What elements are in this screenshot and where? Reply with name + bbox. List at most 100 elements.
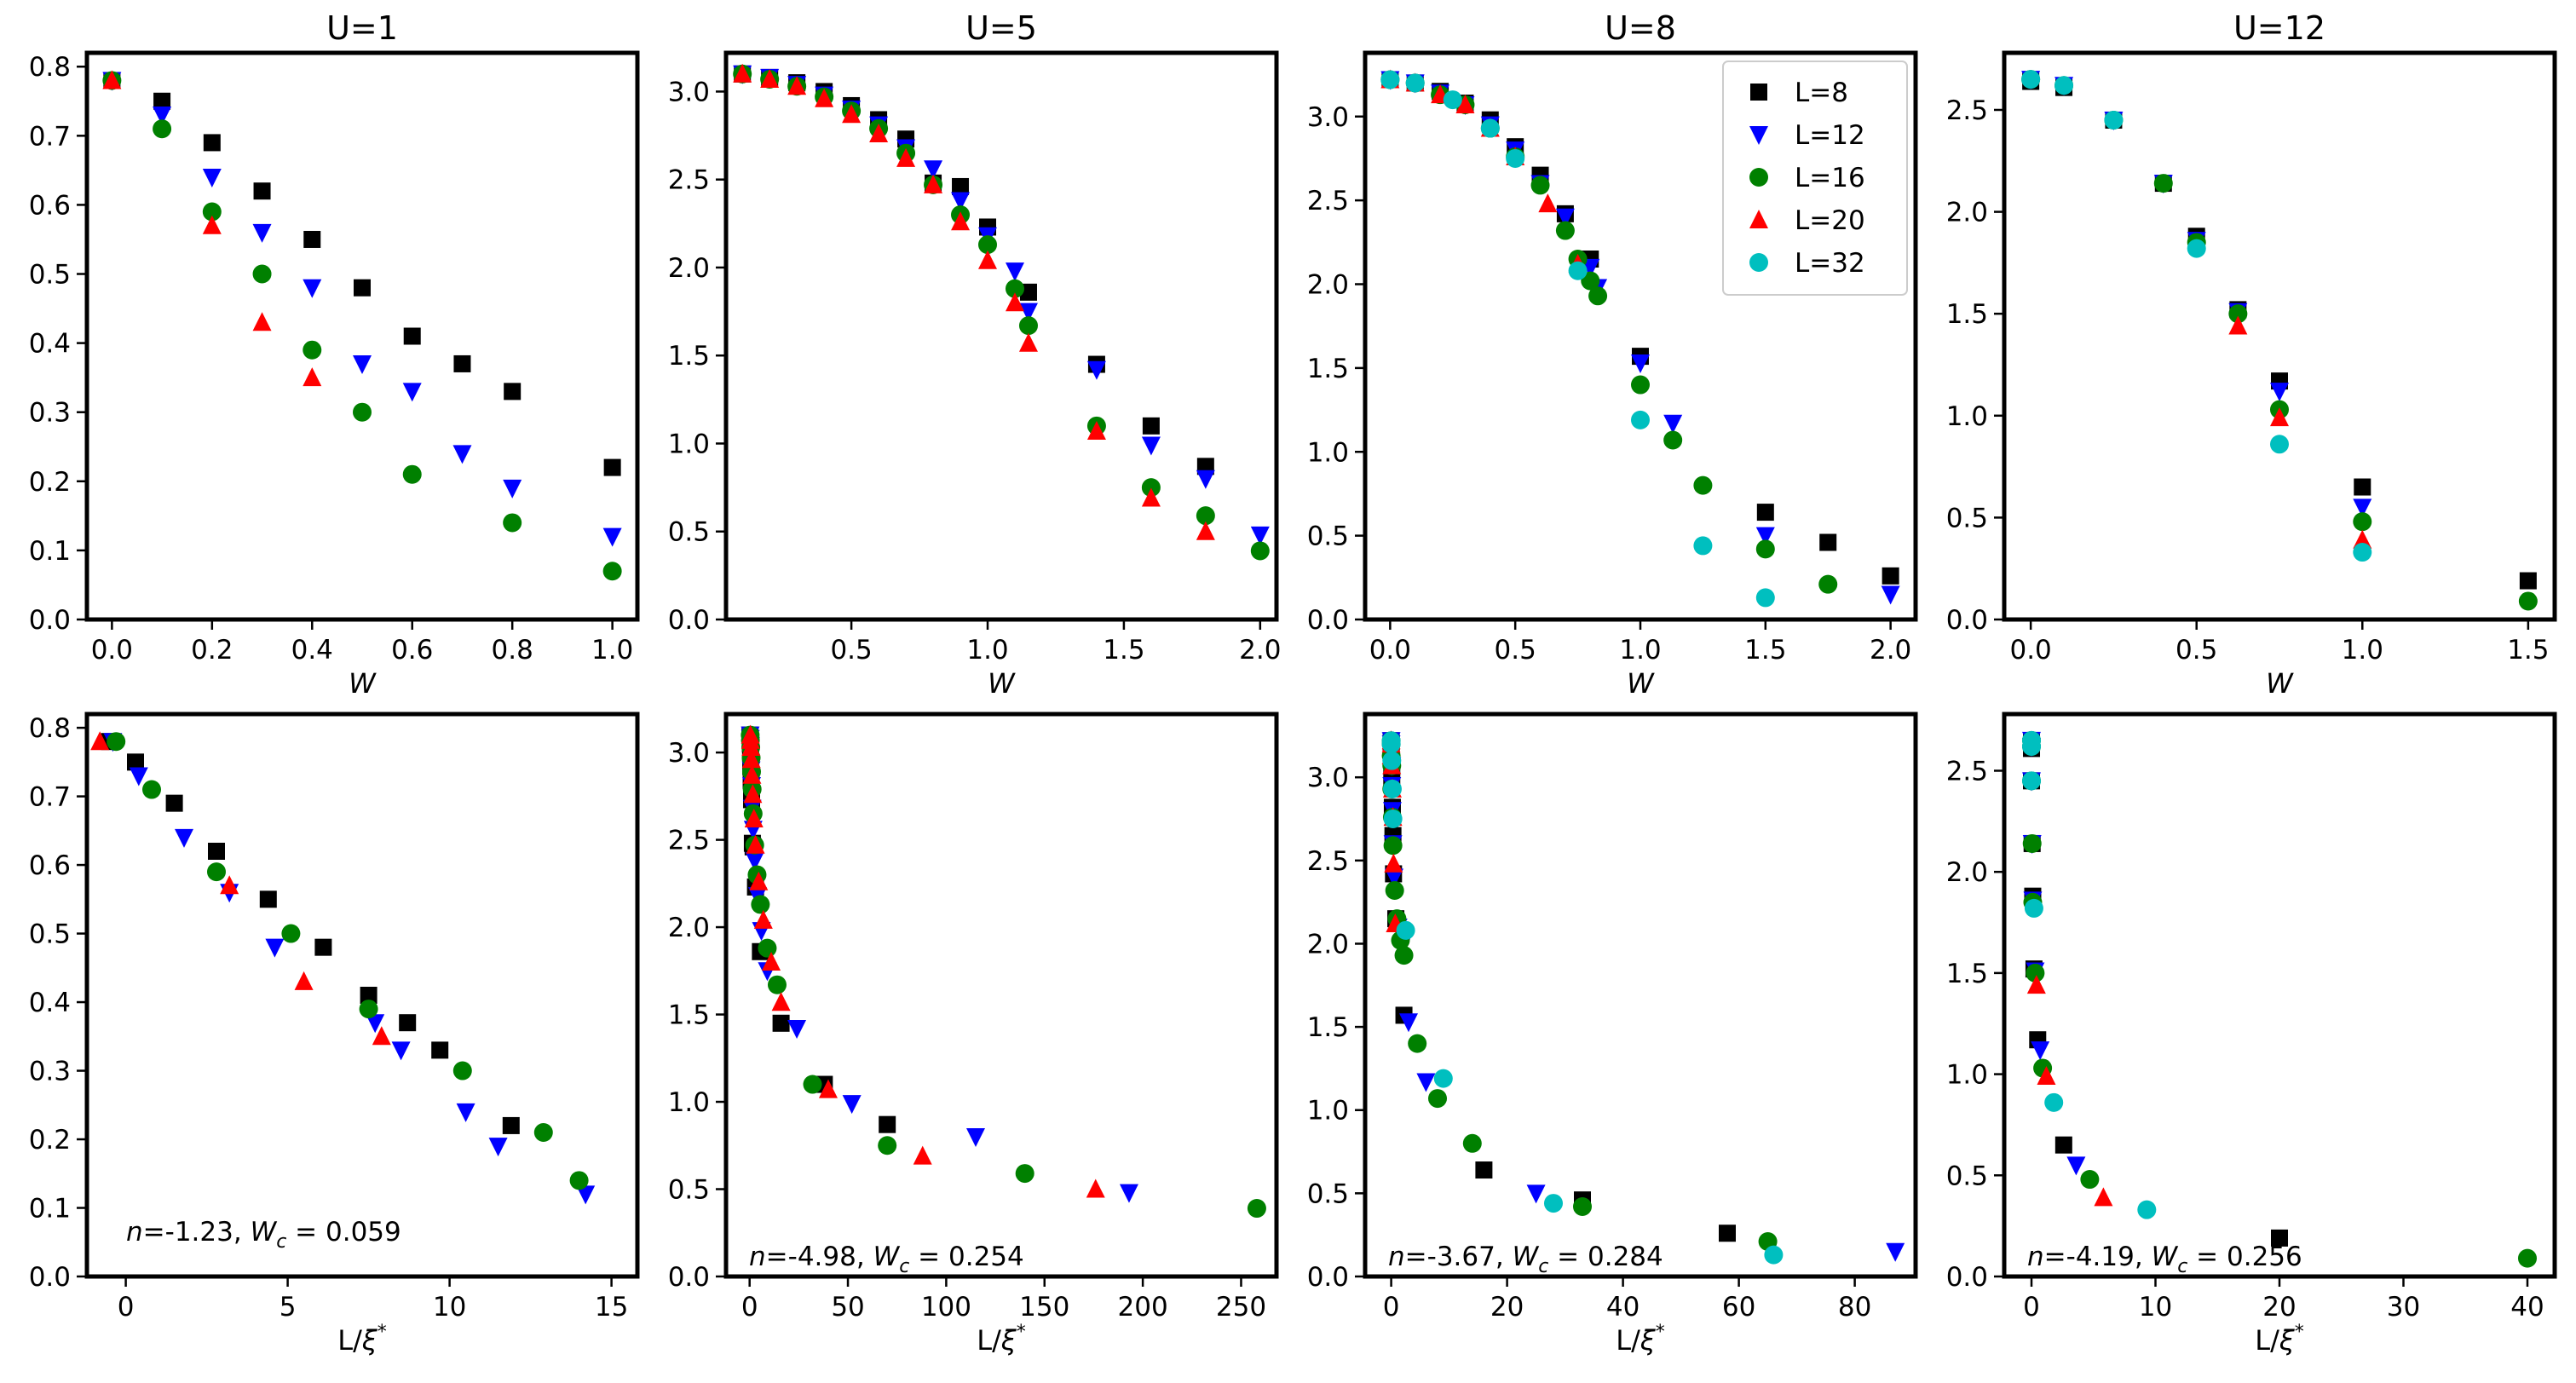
y-tick-label: 1.0 [1307, 437, 1349, 468]
point-l-8 [1019, 283, 1037, 301]
point-l-20 [896, 147, 916, 167]
y-tick-label: 2.0 [668, 253, 710, 284]
point-l-32 [2044, 1092, 2064, 1112]
y-tick-label: 2.5 [1307, 186, 1349, 216]
point-l-16 [303, 340, 322, 360]
point-l-12 [1881, 585, 1900, 605]
y-tick-label: 0.8 [29, 52, 71, 83]
point-l-12 [924, 160, 943, 180]
point-l-16 [2517, 1248, 2537, 1268]
y-tick-label: 1.0 [668, 1087, 710, 1118]
point-l-32 [1755, 588, 1775, 608]
legend-marker-l-8 [1750, 84, 1767, 101]
y-tick-label: 0.0 [668, 605, 710, 636]
point-l-16 [359, 1000, 378, 1019]
y-tick-label: 2.0 [1307, 270, 1349, 301]
point-l-20 [978, 250, 998, 269]
point-l-8 [603, 458, 621, 476]
data-points [733, 63, 1270, 561]
point-l-8 [253, 182, 271, 200]
y-tick-label: 0.6 [29, 190, 71, 221]
data-points [1380, 69, 1900, 608]
point-l-12 [366, 1014, 385, 1034]
y-tick-label: 0.4 [29, 329, 71, 360]
x-tick-label: 200 [1118, 1292, 1168, 1322]
point-l-12 [2066, 1156, 2086, 1176]
point-l-16 [281, 924, 301, 943]
point-l-16 [1530, 176, 1550, 195]
point-l-32 [1480, 118, 1500, 138]
point-l-32 [2104, 110, 2124, 130]
y-tick-label: 2.0 [1946, 857, 1988, 888]
point-l-16 [2518, 591, 2538, 611]
panel-title: U=5 [965, 9, 1037, 47]
data-points [741, 724, 1266, 1219]
y-tick-label: 2.5 [1946, 95, 1988, 126]
point-l-16 [803, 1075, 822, 1094]
point-l-12 [391, 1041, 411, 1061]
point-l-20 [741, 736, 761, 756]
point-l-16 [751, 895, 770, 914]
point-l-20 [741, 749, 761, 769]
x-tick-label: 0 [1383, 1292, 1400, 1322]
axes-frame [723, 50, 1279, 622]
point-l-32 [2270, 435, 2289, 454]
point-l-8 [2354, 478, 2371, 496]
x-tick-label: 100 [921, 1292, 971, 1322]
point-l-8 [153, 92, 171, 110]
point-l-16 [2026, 963, 2045, 983]
point-l-8 [1475, 1161, 1493, 1179]
point-l-32 [1380, 70, 1400, 89]
point-l-16 [2353, 512, 2372, 532]
point-l-12 [1416, 1073, 1436, 1092]
point-l-12 [602, 527, 622, 547]
point-l-20 [1018, 332, 1038, 352]
point-l-20 [2228, 315, 2248, 335]
point-l-8 [879, 1115, 896, 1133]
point-l-12 [2031, 1041, 2050, 1061]
point-l-12 [456, 1103, 475, 1122]
x-tick-label: 10 [433, 1292, 466, 1322]
point-l-32 [2022, 736, 2042, 756]
x-tick-label: 40 [2510, 1292, 2544, 1322]
y-tick-label: 0.5 [1946, 1161, 1988, 1191]
point-l-20 [762, 952, 781, 971]
point-l-32 [2353, 543, 2372, 562]
point-l-8 [1756, 504, 1774, 522]
y-tick-label: 1.5 [668, 1000, 710, 1031]
x-tick-label: 150 [1019, 1292, 1069, 1322]
y-tick-label: 0.0 [1946, 1262, 1988, 1293]
y-tick-label: 0.8 [29, 713, 71, 744]
point-l-32 [1443, 90, 1462, 110]
x-tick-label: 10 [2139, 1292, 2172, 1322]
point-l-32 [1764, 1245, 1784, 1265]
point-l-20 [749, 871, 769, 890]
point-l-20 [372, 1026, 391, 1046]
x-axis-label: W [988, 667, 1016, 700]
legend-label-l-12: L=12 [1795, 120, 1865, 151]
y-tick-label: 0.5 [29, 260, 71, 291]
point-l-12 [402, 383, 422, 402]
point-l-8 [502, 1116, 520, 1134]
point-l-32 [2021, 70, 2041, 89]
y-tick-label: 0.5 [1307, 1178, 1349, 1209]
point-l-8 [165, 794, 183, 812]
y-tick-label: 2.0 [1307, 929, 1349, 959]
point-l-20 [2026, 975, 2046, 994]
y-tick-label: 1.0 [1307, 1096, 1349, 1127]
point-l-12 [1886, 1242, 1905, 1262]
data-points [90, 731, 596, 1205]
point-l-20 [744, 808, 764, 827]
x-tick-label: 250 [1216, 1292, 1266, 1322]
y-tick-label: 2.5 [1946, 756, 1988, 787]
y-tick-label: 0.4 [29, 988, 71, 1018]
point-l-16 [1383, 836, 1403, 856]
x-tick-label: 0.0 [91, 635, 133, 666]
x-tick-label: 0.5 [1495, 635, 1536, 666]
x-tick-label: 1.0 [1619, 635, 1661, 666]
point-l-12 [452, 445, 472, 464]
y-tick-label: 0.0 [1307, 1262, 1349, 1293]
point-l-8 [259, 890, 277, 908]
data-points [2022, 730, 2537, 1268]
